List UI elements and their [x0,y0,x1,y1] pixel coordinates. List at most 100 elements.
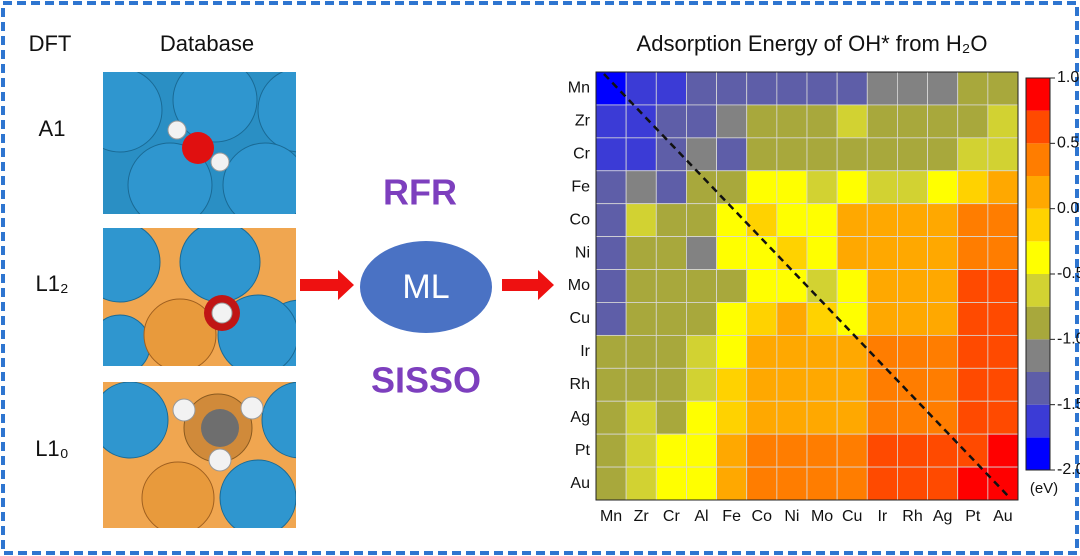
unit-label: (eV) [1030,480,1058,497]
heatmap-cell [716,137,748,172]
heatmap-cell [746,433,778,468]
column-label: Zr [634,508,650,525]
heatmap-cell [716,334,748,369]
heatmap-cell [866,400,898,435]
heatmap-cell [776,269,808,303]
heatmap-cell [897,203,928,238]
colorbar-tick-label: 1.0 [1057,69,1079,86]
heatmap-cell [595,433,627,468]
heatmap-cell [836,170,868,205]
column-label: Ag [933,508,953,525]
heatmap-cell [776,400,808,435]
heatmap-cell [866,466,898,501]
heatmap-cell [776,302,808,336]
heatmap-cell [595,236,627,270]
colorbar-tick-label: -2.0 [1057,461,1080,478]
heatmap-cell [987,71,1019,106]
row-label: Mn [568,80,590,97]
heatmap-cell [776,433,808,468]
heatmap-cell [866,367,898,402]
heatmap-cell [776,71,808,106]
heatmap-cell [897,104,928,139]
heatmap-cell [776,334,808,369]
heatmap-cell [806,137,838,172]
heatmap-cell [746,400,778,435]
column-label: Rh [902,508,922,525]
column-label: Mn [600,508,622,525]
row-label: Pt [575,442,591,459]
row-label: Ir [580,343,590,360]
heatmap-cell [595,137,627,172]
heatmap-cell [686,236,717,270]
heatmap-cell [836,334,868,369]
row-label: Cr [573,146,591,163]
heatmap-cell [927,466,959,501]
colorbar-tick-label: 0.5 [1057,135,1079,152]
heatmap-cell [927,203,959,238]
heatmap-cell [897,170,928,205]
heatmap-cell [625,367,657,402]
heatmap-cell [746,236,778,270]
heatmap-cell [655,334,687,369]
heatmap-cell [866,71,898,106]
heatmap-cell [927,334,959,369]
heatmap-cell [806,302,838,336]
heatmap-cell [686,334,717,369]
heatmap-cell [746,137,778,172]
heatmap-cell [987,367,1019,402]
column-label: Ni [784,508,799,525]
colorbar-step [1026,306,1050,340]
heatmap-cell [655,433,687,468]
heatmap-cell [987,104,1019,139]
heatmap-cell [897,269,928,303]
method-name: SISSO [371,360,481,401]
heatmap-cell [957,236,989,270]
heatmap-cell [806,170,838,205]
heatmap-cell [836,236,868,270]
heatmap-cell [836,367,868,402]
row-label: Cu [570,310,590,327]
heatmap-cell [686,71,717,106]
heatmap-cell [625,71,657,106]
heatmap-cell [897,236,928,270]
heatmap-cell [655,466,687,501]
column-label: Cu [842,508,862,525]
heatmap-cell [625,104,657,139]
colorbar-step [1026,339,1050,372]
heatmap-cell [836,466,868,501]
heatmap-cell [595,203,627,238]
column-label: Au [993,508,1013,525]
heatmap-title: Adsorption Energy of OH* from H₂O [637,31,988,56]
heatmap-cell [655,302,687,336]
heatmap-cell [836,203,868,238]
row-label: Co [570,211,591,228]
heatmap-cell [655,269,687,303]
diagonal [603,73,1011,499]
heatmap-cell [927,236,959,270]
heatmap-cell [866,137,898,172]
heatmap-cell [836,137,868,172]
row-label: Fe [571,178,590,195]
heatmap-cell [836,400,868,435]
heatmap-cell [776,236,808,270]
heatmap-cell [866,302,898,336]
heatmap-cell [836,104,868,139]
column-label: Co [752,508,773,525]
heatmap-cell [927,400,959,435]
heatmap-cell [927,137,959,172]
heatmap-cell [625,236,657,270]
heatmap-cell [595,334,627,369]
heatmap-cell [957,104,989,139]
model-label: ML [402,268,449,306]
heatmap-cell [957,334,989,369]
heatmap-cell [957,302,989,336]
heatmap-cell [987,466,1019,501]
heatmap-cell [866,203,898,238]
heatmap-cell [655,203,687,238]
heatmap-cell [987,433,1019,468]
heatmap-cell [987,334,1019,369]
heatmap-cell [927,269,959,303]
heatmap-cell [716,236,748,270]
heatmap-cell [746,71,778,106]
